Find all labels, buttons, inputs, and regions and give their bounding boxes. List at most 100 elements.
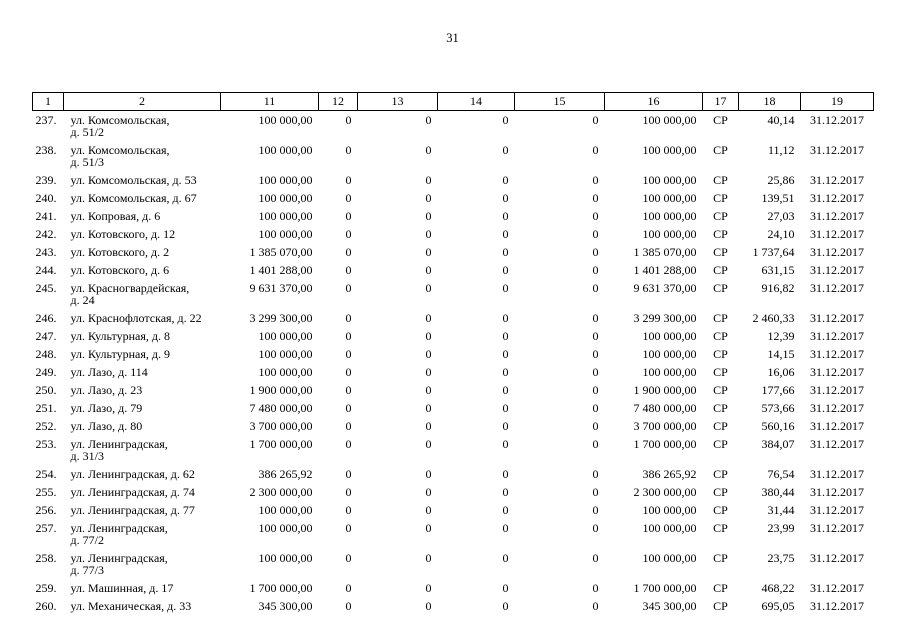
value-cell-15: 0	[592, 209, 599, 223]
row-number-cell: 240.	[35, 191, 57, 205]
address-cell: ул. Машинная, д. 17	[70, 581, 174, 595]
value-cell-16: 100 000,00	[642, 365, 697, 379]
status-cell-17: СР	[713, 143, 728, 157]
area-cell-18: 12,39	[767, 329, 795, 343]
value-cell-13: 0	[425, 401, 432, 415]
status-cell-17: СР	[713, 599, 728, 613]
value-cell-13: 0	[425, 437, 432, 451]
area-cell-18: 139,51	[761, 191, 795, 205]
column-header-15: 15	[514, 92, 605, 111]
address-cell: ул. Котовского, д. 6	[70, 263, 170, 277]
area-cell-18: 23,99	[767, 521, 795, 535]
row-number-cell: 245.	[35, 281, 57, 295]
value-cell-16: 100 000,00	[642, 521, 697, 535]
address-cell: ул. Ленинградская, д. 31/3	[70, 437, 168, 463]
area-cell-18: 384,07	[761, 437, 795, 451]
value-cell-13: 0	[425, 467, 432, 481]
value-cell-16: 100 000,00	[642, 143, 697, 157]
value-cell-12: 0	[345, 347, 352, 361]
area-cell-18: 23,75	[767, 551, 795, 565]
row-number-cell: 255.	[35, 485, 57, 499]
value-cell-12: 0	[345, 485, 352, 499]
value-cell-16: 100 000,00	[642, 209, 697, 223]
value-cell-14: 0	[502, 329, 509, 343]
value-cell-11: 100 000,00	[258, 113, 313, 127]
value-cell-12: 0	[345, 365, 352, 379]
value-cell-15: 0	[592, 365, 599, 379]
value-cell-16: 7 480 000,00	[633, 401, 697, 415]
row-number-cell: 253.	[35, 437, 57, 451]
value-cell-15: 0	[592, 113, 599, 127]
table-row: 237. ул. Комсомольская, д. 51/2 100 000,…	[33, 111, 874, 142]
area-cell-18: 27,03	[767, 209, 795, 223]
value-cell-12: 0	[345, 311, 352, 325]
value-cell-12: 0	[345, 245, 352, 259]
address-cell: ул. Ленинградская, д. 62	[70, 467, 195, 481]
value-cell-13: 0	[425, 281, 432, 295]
address-cell: ул. Ленинградская, д. 77/3	[70, 551, 168, 577]
value-cell-14: 0	[502, 383, 509, 397]
value-cell-15: 0	[592, 599, 599, 613]
value-cell-13: 0	[425, 503, 432, 517]
status-cell-17: СР	[713, 365, 728, 379]
value-cell-13: 0	[425, 143, 432, 157]
status-cell-17: СР	[713, 191, 728, 205]
value-cell-15: 0	[592, 551, 599, 565]
status-cell-17: СР	[713, 401, 728, 415]
table-row: 244. ул. Котовского, д. 6 1 401 288,00 0…	[33, 261, 874, 279]
value-cell-14: 0	[502, 227, 509, 241]
value-cell-11: 100 000,00	[258, 521, 313, 535]
area-cell-18: 916,82	[761, 281, 795, 295]
value-cell-11: 100 000,00	[258, 329, 313, 343]
status-cell-17: СР	[713, 503, 728, 517]
value-cell-12: 0	[345, 383, 352, 397]
column-header-17: 17	[702, 92, 739, 111]
value-cell-11: 100 000,00	[258, 503, 313, 517]
value-cell-14: 0	[502, 245, 509, 259]
column-header-1: 1	[32, 92, 64, 111]
value-cell-11: 100 000,00	[258, 551, 313, 565]
table-row: 250. ул. Лазо, д. 23 1 900 000,00 0 0 0 …	[33, 381, 874, 399]
area-cell-18: 11,12	[767, 143, 795, 157]
status-cell-17: СР	[713, 551, 728, 565]
value-cell-13: 0	[425, 311, 432, 325]
value-cell-15: 0	[592, 227, 599, 241]
date-cell-19: 31.12.2017	[810, 227, 864, 241]
column-header-2: 2	[63, 92, 221, 111]
row-number-cell: 247.	[35, 329, 57, 343]
value-cell-16: 100 000,00	[642, 503, 697, 517]
row-number-cell: 250.	[35, 383, 57, 397]
value-cell-15: 0	[592, 143, 599, 157]
value-cell-15: 0	[592, 581, 599, 595]
row-number-cell: 259.	[35, 581, 57, 595]
address-cell: ул. Краснофлотская, д. 22	[70, 311, 202, 325]
table-row: 255. ул. Ленинградская, д. 74 2 300 000,…	[33, 483, 874, 501]
value-cell-11: 1 385 070,00	[249, 245, 313, 259]
value-cell-16: 2 300 000,00	[633, 485, 697, 499]
value-cell-15: 0	[592, 173, 599, 187]
status-cell-17: СР	[713, 419, 728, 433]
area-cell-18: 25,86	[767, 173, 795, 187]
table-row: 241. ул. Копровая, д. 6 100 000,00 0 0 0…	[33, 207, 874, 225]
value-cell-12: 0	[345, 467, 352, 481]
value-cell-15: 0	[592, 191, 599, 205]
value-cell-14: 0	[502, 581, 509, 595]
value-cell-13: 0	[425, 347, 432, 361]
date-cell-19: 31.12.2017	[810, 551, 864, 565]
value-cell-15: 0	[592, 419, 599, 433]
area-cell-18: 695,05	[761, 599, 795, 613]
date-cell-19: 31.12.2017	[810, 173, 864, 187]
date-cell-19: 31.12.2017	[810, 311, 864, 325]
date-cell-19: 31.12.2017	[810, 245, 864, 259]
column-header-16: 16	[604, 92, 703, 111]
value-cell-14: 0	[502, 365, 509, 379]
column-header-13: 13	[357, 92, 438, 111]
row-number-cell: 241.	[35, 209, 57, 223]
area-cell-18: 76,54	[767, 467, 795, 481]
status-cell-17: СР	[713, 209, 728, 223]
value-cell-13: 0	[425, 191, 432, 205]
value-cell-12: 0	[345, 599, 352, 613]
value-cell-14: 0	[502, 521, 509, 535]
date-cell-19: 31.12.2017	[810, 503, 864, 517]
